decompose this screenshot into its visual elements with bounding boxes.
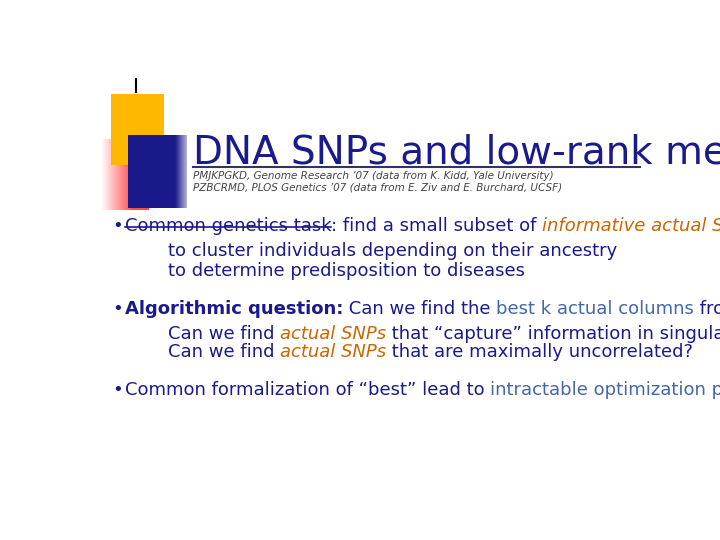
Text: Common genetics task: Common genetics task	[125, 217, 331, 234]
Text: that are maximally uncorrelated?: that are maximally uncorrelated?	[387, 343, 693, 361]
Text: to determine predisposition to diseases: to determine predisposition to diseases	[168, 262, 525, 280]
Text: PMJKPGKD, Genome Research ’07 (data from K. Kidd, Yale University): PMJKPGKD, Genome Research ’07 (data from…	[193, 171, 554, 181]
Text: PZBCRMD, PLOS Genetics ’07 (data from E. Ziv and E. Burchard, UCSF): PZBCRMD, PLOS Genetics ’07 (data from E.…	[193, 182, 562, 192]
Text: Can we find: Can we find	[168, 325, 280, 343]
Text: actual SNPs: actual SNPs	[280, 343, 387, 361]
Text: intractable optimization problems.: intractable optimization problems.	[490, 381, 720, 399]
Text: best k actual columns: best k actual columns	[496, 300, 694, 318]
Text: informative actual SNPs: informative actual SNPs	[542, 217, 720, 234]
Text: to cluster individuals depending on their ancestry: to cluster individuals depending on thei…	[168, 241, 617, 260]
Text: from a matrix?: from a matrix?	[694, 300, 720, 318]
Text: Algorithmic question:: Algorithmic question:	[125, 300, 343, 318]
Text: DNA SNPs and low-rank methods: DNA SNPs and low-rank methods	[193, 133, 720, 171]
Text: Common formalization of “best” lead to: Common formalization of “best” lead to	[125, 381, 490, 399]
Text: •: •	[112, 381, 123, 399]
Text: •: •	[112, 217, 123, 234]
Text: •: •	[112, 300, 123, 318]
Bar	[111, 94, 164, 165]
Text: that “capture” information in singular vectors?: that “capture” information in singular v…	[387, 325, 720, 343]
Text: actual SNPs: actual SNPs	[280, 325, 387, 343]
Text: : find a small subset of: : find a small subset of	[331, 217, 542, 234]
Text: Can we find the: Can we find the	[343, 300, 496, 318]
Text: Can we find: Can we find	[168, 343, 280, 361]
